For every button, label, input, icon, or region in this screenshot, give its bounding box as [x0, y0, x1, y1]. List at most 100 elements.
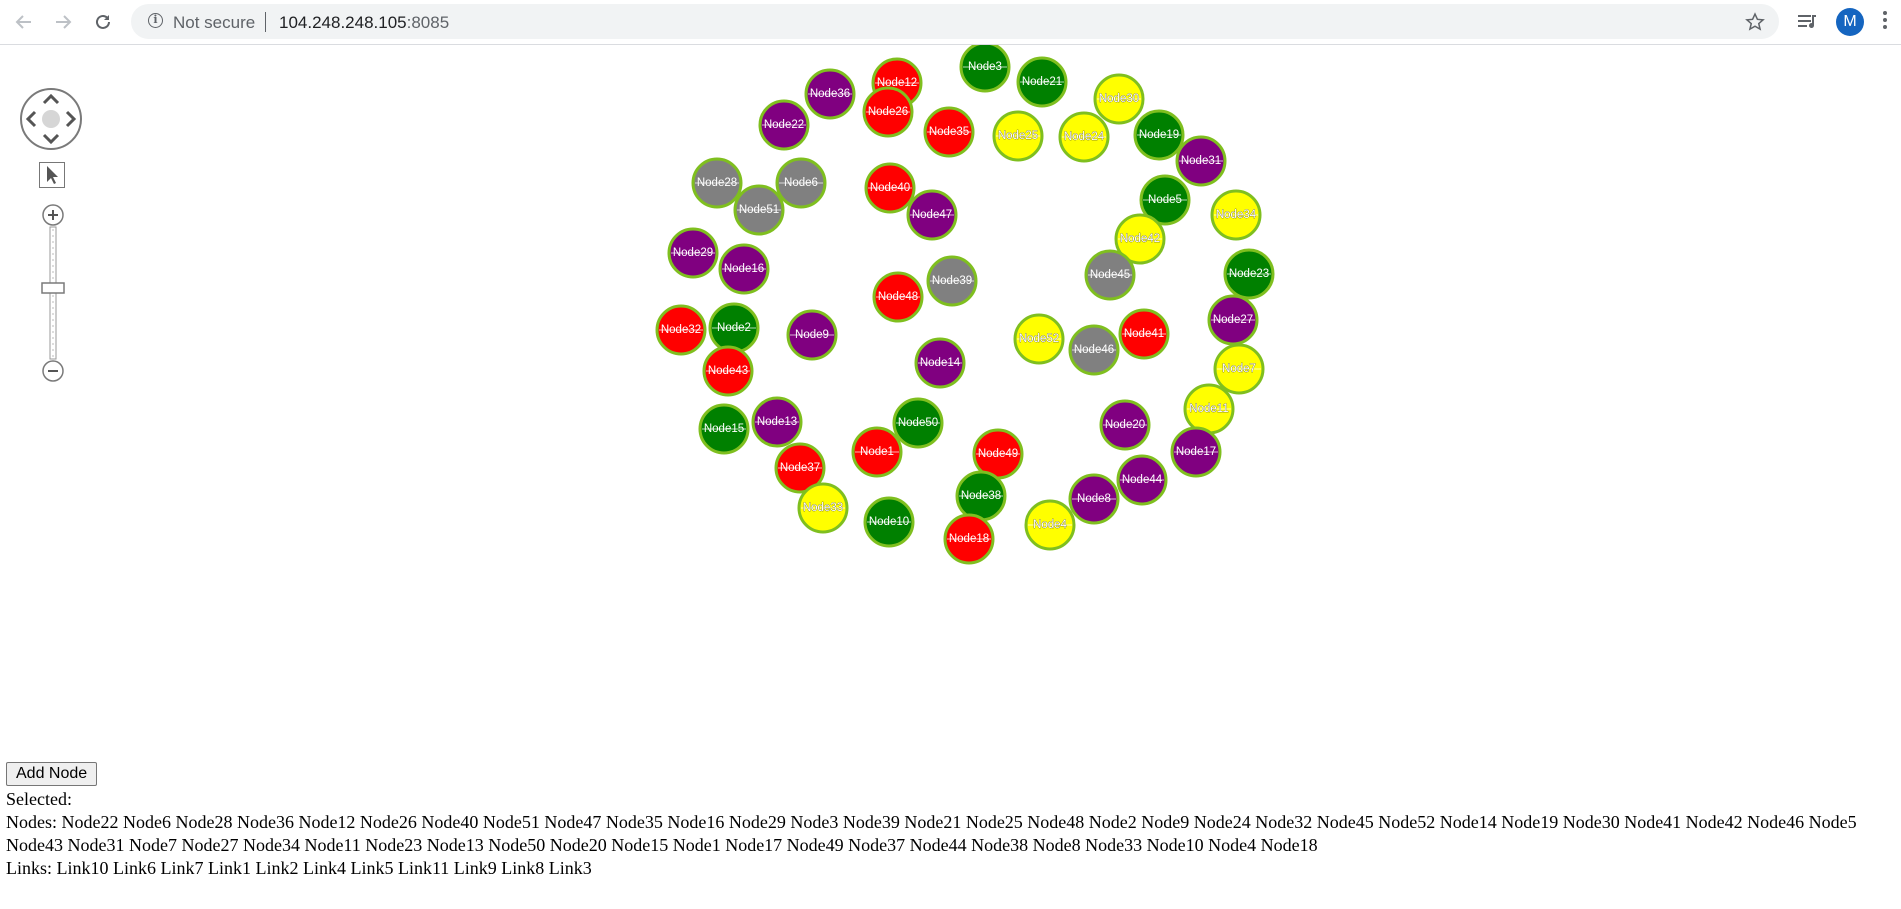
security-label[interactable]: Not secure [173, 13, 256, 32]
node-circle[interactable] [758, 99, 810, 151]
graph-node[interactable]: Node26 [862, 86, 914, 138]
node-circle[interactable] [872, 271, 924, 323]
node-circle[interactable] [943, 513, 995, 565]
node-circle[interactable] [914, 337, 966, 389]
node-circle[interactable] [804, 68, 856, 120]
graph-node[interactable]: Node7 [1213, 343, 1265, 395]
node-circle[interactable] [862, 86, 914, 138]
graph-node[interactable]: Node28 [691, 157, 743, 209]
menu-icon[interactable] [1882, 9, 1888, 35]
add-node-button[interactable]: Add Node [6, 762, 98, 786]
graph-node[interactable]: Node30 [1093, 73, 1145, 125]
node-circle[interactable] [691, 157, 743, 209]
graph-node[interactable]: Node18 [943, 513, 995, 565]
pointer-tool-icon[interactable] [39, 162, 65, 188]
back-arrow-icon[interactable] [11, 9, 37, 35]
address-bar[interactable]: i Not secure 104.248.248.105:8085 [131, 4, 1779, 39]
forward-arrow-icon[interactable] [50, 9, 76, 35]
graph-node[interactable]: Node38 [955, 470, 1007, 522]
graph-node[interactable]: Node31 [1175, 135, 1227, 187]
graph-node[interactable]: Node37 [774, 442, 826, 494]
graph-node[interactable]: Node52 [1013, 313, 1065, 365]
media-queue-icon[interactable] [1795, 9, 1821, 35]
pan-control-icon[interactable] [19, 87, 83, 151]
node-circle[interactable] [775, 157, 827, 209]
graph-node[interactable]: Node15 [698, 403, 750, 455]
graph-node[interactable]: Node19 [1133, 109, 1185, 161]
node-circle[interactable] [863, 496, 915, 548]
url-text[interactable]: 104.248.248.105:8085 [279, 13, 449, 33]
node-circle[interactable] [1213, 343, 1265, 395]
node-circle[interactable] [733, 184, 785, 236]
graph-node[interactable]: Node25 [992, 110, 1044, 162]
graph-canvas[interactable]: k7 Node12 Node3 Node21 Node36 Node30 Node26 Nod… [0, 45, 1901, 757]
graph-node[interactable]: Node24 [1058, 111, 1110, 163]
graph-node[interactable]: Node40 [864, 162, 916, 214]
node-circle[interactable] [751, 396, 803, 448]
node-circle[interactable] [1068, 324, 1120, 376]
node-circle[interactable] [1016, 56, 1068, 108]
node-circle[interactable] [1170, 426, 1222, 478]
zoom-out-icon[interactable] [42, 360, 64, 382]
graph-node[interactable]: Node17 [1170, 426, 1222, 478]
graph-node[interactable]: Node2 [708, 302, 760, 354]
zoom-slider[interactable] [39, 203, 67, 383]
node-circle[interactable] [718, 243, 770, 295]
graph-node[interactable]: Node43 [702, 345, 754, 397]
graph-node[interactable]: Node42 [1114, 213, 1166, 265]
graph-node[interactable]: Node27 [1207, 294, 1259, 346]
graph-node[interactable]: Node44 [1116, 454, 1168, 506]
node-circle[interactable] [926, 255, 978, 307]
reload-icon[interactable] [90, 9, 116, 35]
node-circle[interactable] [892, 397, 944, 449]
graph-node[interactable]: Node6 [775, 157, 827, 209]
graph-node[interactable]: Node4 [1024, 499, 1076, 551]
graph-node[interactable]: Node51 [733, 184, 785, 236]
graph-node[interactable]: Node35 [923, 106, 975, 158]
node-circle[interactable] [797, 482, 849, 534]
node-circle[interactable] [1093, 73, 1145, 125]
graph-node[interactable]: Node32 [655, 304, 707, 356]
graph-node[interactable]: Node20 [1099, 399, 1151, 451]
node-circle[interactable] [667, 227, 719, 279]
graph-node[interactable]: Node10 [863, 496, 915, 548]
node-circle[interactable] [1207, 294, 1259, 346]
graph-node[interactable]: Node14 [914, 337, 966, 389]
graph-node[interactable]: Node46 [1068, 324, 1120, 376]
node-circle[interactable] [655, 304, 707, 356]
node-circle[interactable] [1133, 109, 1185, 161]
node-circle[interactable] [698, 403, 750, 455]
node-circle[interactable] [1024, 499, 1076, 551]
graph-node[interactable]: Node13 [751, 396, 803, 448]
graph-node[interactable]: Node47 [906, 189, 958, 241]
node-circle[interactable] [786, 309, 838, 361]
node-circle[interactable] [959, 45, 1011, 93]
graph-node[interactable]: Node39 [926, 255, 978, 307]
graph-node[interactable]: Node3 [959, 45, 1011, 93]
node-circle[interactable] [1139, 174, 1191, 226]
node-circle[interactable] [1116, 454, 1168, 506]
node-circle[interactable] [1099, 399, 1151, 451]
node-circle[interactable] [864, 162, 916, 214]
node-circle[interactable] [1084, 249, 1136, 301]
node-circle[interactable] [1068, 473, 1120, 525]
graph-node[interactable]: Node36 [804, 68, 856, 120]
graph-node[interactable]: Node5 [1139, 174, 1191, 226]
graph-node[interactable]: Node9 [786, 309, 838, 361]
avatar[interactable]: M [1836, 8, 1864, 36]
node-circle[interactable] [851, 426, 903, 478]
graph-node[interactable]: Node34 [1210, 189, 1262, 241]
node-circle[interactable] [1223, 248, 1275, 300]
node-circle[interactable] [1175, 135, 1227, 187]
graph-node[interactable]: Node23 [1223, 248, 1275, 300]
graph-node[interactable]: Node41 [1118, 308, 1170, 360]
graph-node[interactable]: Node22 [758, 99, 810, 151]
zoom-thumb[interactable] [41, 282, 65, 294]
graph-node[interactable]: Node11 [1183, 383, 1235, 435]
graph-node[interactable]: Node1 [851, 426, 903, 478]
info-icon[interactable]: i [148, 13, 163, 28]
node-circle[interactable] [774, 442, 826, 494]
graph-node[interactable]: Node45 [1084, 249, 1136, 301]
graph-node[interactable]: Node29 [667, 227, 719, 279]
